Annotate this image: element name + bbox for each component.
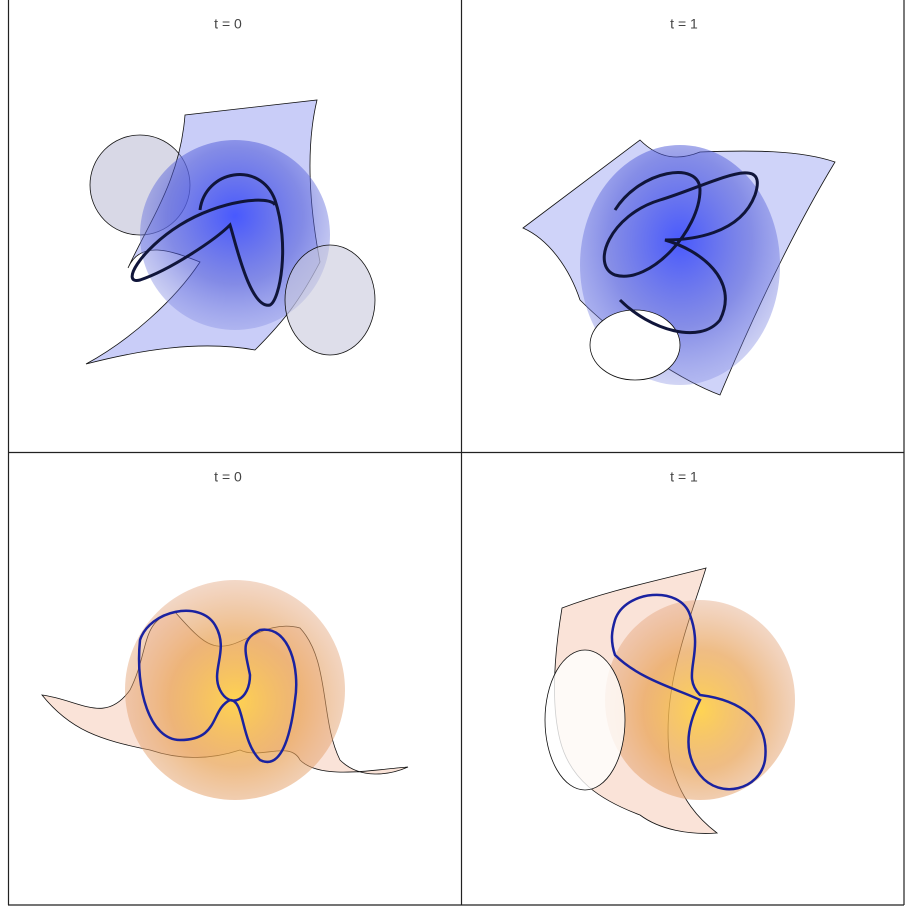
grid-frame <box>7 0 905 906</box>
panel-title: t = 1 <box>670 16 698 32</box>
panel-title: t = 1 <box>670 469 698 485</box>
surface-render <box>544 567 795 834</box>
panel-title: t = 0 <box>214 469 242 485</box>
surface-render <box>85 99 376 365</box>
panel-title: t = 0 <box>214 16 242 32</box>
surface-render <box>41 580 409 800</box>
surface-render <box>522 139 836 396</box>
